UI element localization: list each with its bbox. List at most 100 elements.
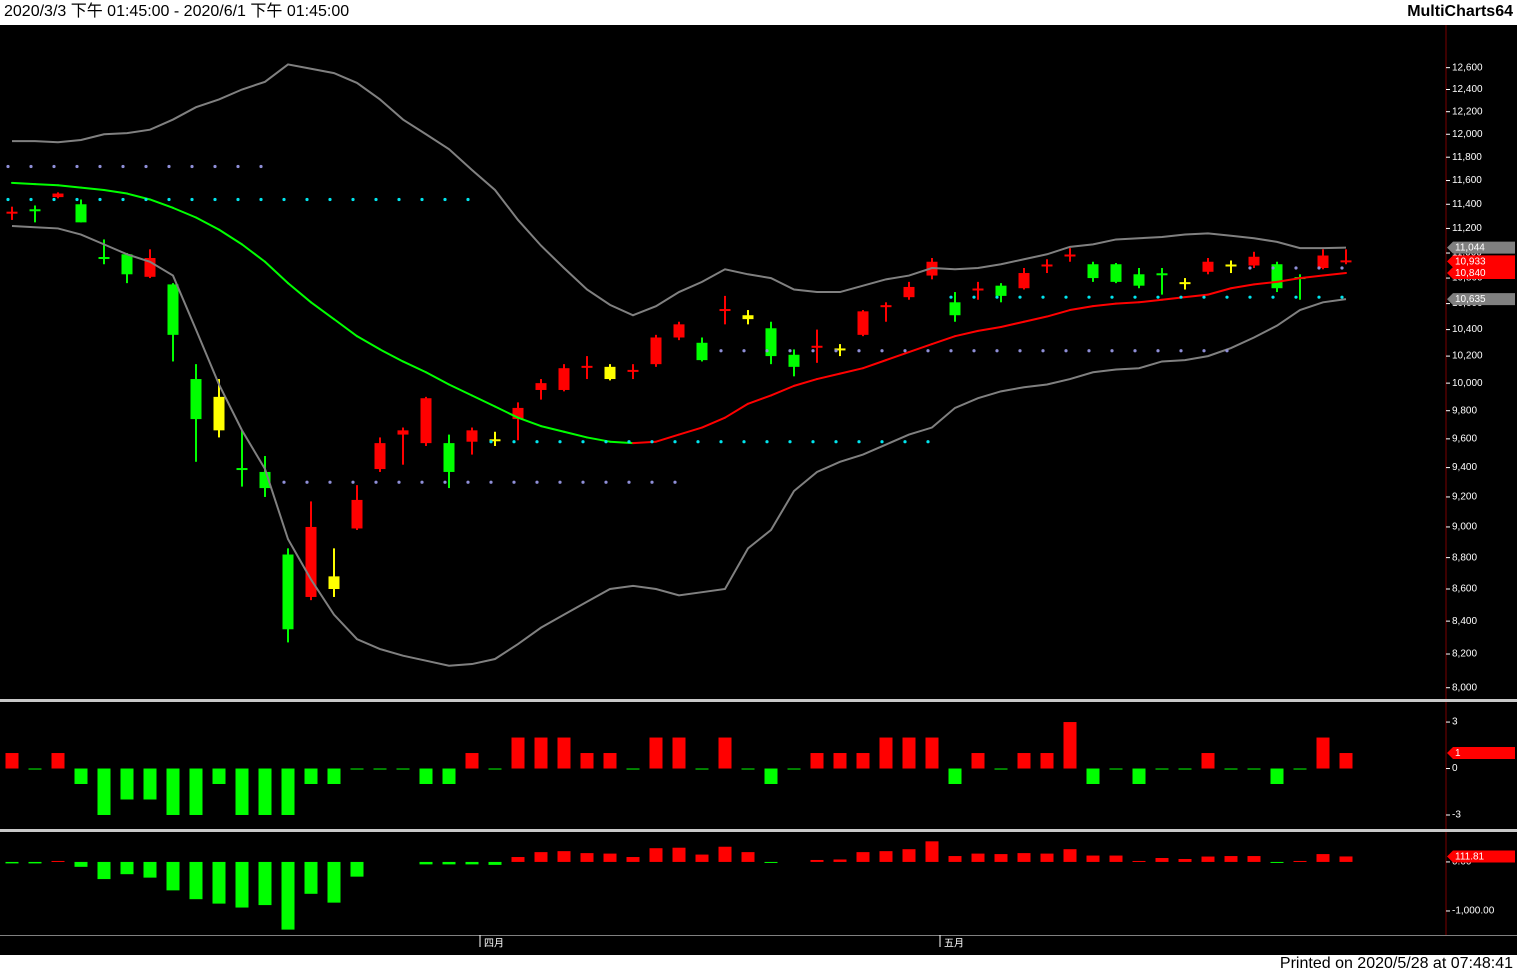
level-dot <box>742 440 746 444</box>
candle-body <box>857 311 869 335</box>
level-dot <box>512 440 516 444</box>
histogram-bar <box>258 768 272 815</box>
candle-body <box>1064 254 1076 257</box>
level-dot <box>995 349 999 353</box>
histogram-bar <box>1178 768 1192 770</box>
level-dot <box>374 480 378 484</box>
level-dot <box>972 349 976 353</box>
candle-body <box>811 345 823 348</box>
level-dot <box>282 480 286 484</box>
level-dot <box>972 295 976 299</box>
histogram-bar <box>1063 849 1077 862</box>
last-value-label: 1 <box>1455 748 1461 759</box>
candle-body <box>213 396 225 431</box>
histogram-bar <box>557 851 571 862</box>
x-tick-label: 五月 <box>944 938 964 950</box>
histogram-bar <box>1339 753 1353 769</box>
level-dot <box>1294 266 1298 270</box>
candle-body <box>98 257 110 260</box>
level-dot <box>213 164 217 169</box>
level-dot <box>75 164 79 169</box>
y-tick-label: 11,800 <box>1452 152 1482 163</box>
y-tick-label: 8,400 <box>1452 616 1477 627</box>
level-dot <box>6 197 10 202</box>
histogram-bar <box>925 737 939 769</box>
ma-segment <box>793 378 818 387</box>
histogram-bar <box>1178 858 1192 862</box>
level-dot <box>604 440 608 444</box>
level-dot <box>1041 349 1045 353</box>
candle-body <box>834 348 846 351</box>
level-dot <box>1179 349 1183 353</box>
ma-segment <box>333 318 358 338</box>
level-dot <box>305 480 309 484</box>
level-dot <box>351 197 355 202</box>
level-dot <box>811 349 815 353</box>
y-tick-label: 12,600 <box>1452 62 1483 73</box>
histogram-bar <box>718 846 732 862</box>
level-dot <box>719 349 723 353</box>
histogram-bar <box>902 849 916 862</box>
histogram-bar <box>534 852 548 862</box>
histogram-bar <box>948 768 962 785</box>
histogram-bar <box>626 857 640 862</box>
histogram-bar <box>603 853 617 862</box>
candle-body <box>1133 274 1145 286</box>
candle-body <box>1317 255 1329 269</box>
level-dot <box>1248 295 1252 299</box>
y-tick-label: 11,600 <box>1452 175 1482 186</box>
level-dot <box>719 440 723 444</box>
last-value-label: 11,044 <box>1455 243 1485 254</box>
candle-body <box>742 315 754 320</box>
level-dot <box>1064 349 1068 353</box>
level-dot <box>305 197 309 202</box>
histogram-bar <box>5 861 19 864</box>
ma-segment <box>1069 305 1094 312</box>
level-dot <box>558 480 562 484</box>
level-dot <box>374 197 378 202</box>
histogram-bar <box>166 861 180 891</box>
level-dot <box>397 197 401 202</box>
level-dot <box>144 197 148 202</box>
histogram-bar <box>304 768 318 785</box>
level-dot <box>995 295 999 299</box>
candle-body <box>328 576 340 590</box>
ma-segment <box>1000 320 1025 328</box>
level-dot <box>1202 295 1206 299</box>
band-line <box>11 225 1347 667</box>
y-tick-label: 8,800 <box>1452 552 1477 563</box>
level-dot <box>52 164 56 169</box>
ma-segment <box>1138 298 1163 304</box>
histogram-bar <box>1247 856 1261 862</box>
ma-segment <box>57 184 82 189</box>
level-dot <box>949 295 953 299</box>
histogram-bar <box>994 854 1008 862</box>
histogram-bar <box>1017 753 1031 769</box>
y-tick-label: 10,200 <box>1452 351 1483 362</box>
candle-body <box>1087 264 1099 279</box>
level-dot <box>1225 295 1229 299</box>
level-dot <box>190 197 194 202</box>
level-dot <box>811 440 815 444</box>
histogram-bar <box>1109 855 1123 862</box>
level-dot <box>1041 295 1045 299</box>
histogram-bar <box>143 768 157 800</box>
candle-body <box>512 407 524 420</box>
level-dot <box>1225 349 1229 353</box>
histogram-bar <box>304 861 318 894</box>
level-dot <box>1133 349 1137 353</box>
last-value-label: 10,840 <box>1455 268 1486 279</box>
last-value-marker <box>1447 241 1515 254</box>
level-dot <box>1294 295 1298 299</box>
histogram-bar <box>672 737 686 769</box>
ma-segment <box>310 301 335 321</box>
ma-segment <box>770 384 795 397</box>
histogram-bar <box>1132 768 1146 785</box>
ma-segment <box>195 216 220 231</box>
histogram-bar <box>373 768 387 770</box>
level-dot <box>466 197 470 202</box>
histogram-bar <box>511 737 525 769</box>
histogram-bar <box>925 841 939 862</box>
y-tick-label: 10,400 <box>1452 324 1483 335</box>
